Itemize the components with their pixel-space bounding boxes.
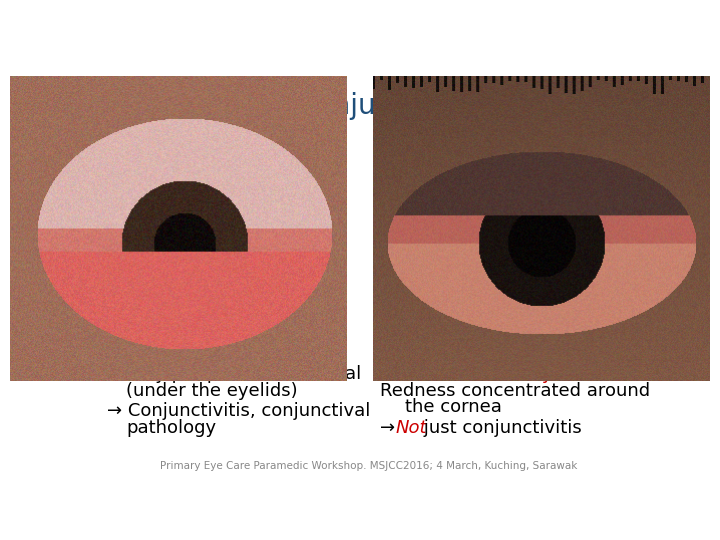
Text: Not: Not [396, 419, 427, 437]
Text: →: → [380, 419, 401, 437]
Text: Primary Eye Care Paramedic Workshop. MSJCC2016; 4 March, Kuching, Sarawak: Primary Eye Care Paramedic Workshop. MSJ… [161, 462, 577, 471]
Text: pathology: pathology [126, 419, 217, 437]
Text: Mainly peripheral and tarsal: Mainly peripheral and tarsal [107, 365, 361, 383]
Text: just conjunctivitis: just conjunctivitis [418, 419, 582, 437]
Text: → Conjunctivitis, conjunctival: → Conjunctivitis, conjunctival [107, 402, 370, 421]
Text: (ciliary flush): (ciliary flush) [490, 365, 608, 383]
Text: the cornea: the cornea [405, 399, 502, 416]
Text: Circumcorneal: Circumcorneal [380, 365, 516, 383]
Text: Distribution of conjunctival hyperaemia: Distribution of conjunctival hyperaemia [94, 92, 644, 120]
Text: Redness concentrated around: Redness concentrated around [380, 382, 650, 400]
Text: (under the eyelids): (under the eyelids) [126, 382, 298, 400]
